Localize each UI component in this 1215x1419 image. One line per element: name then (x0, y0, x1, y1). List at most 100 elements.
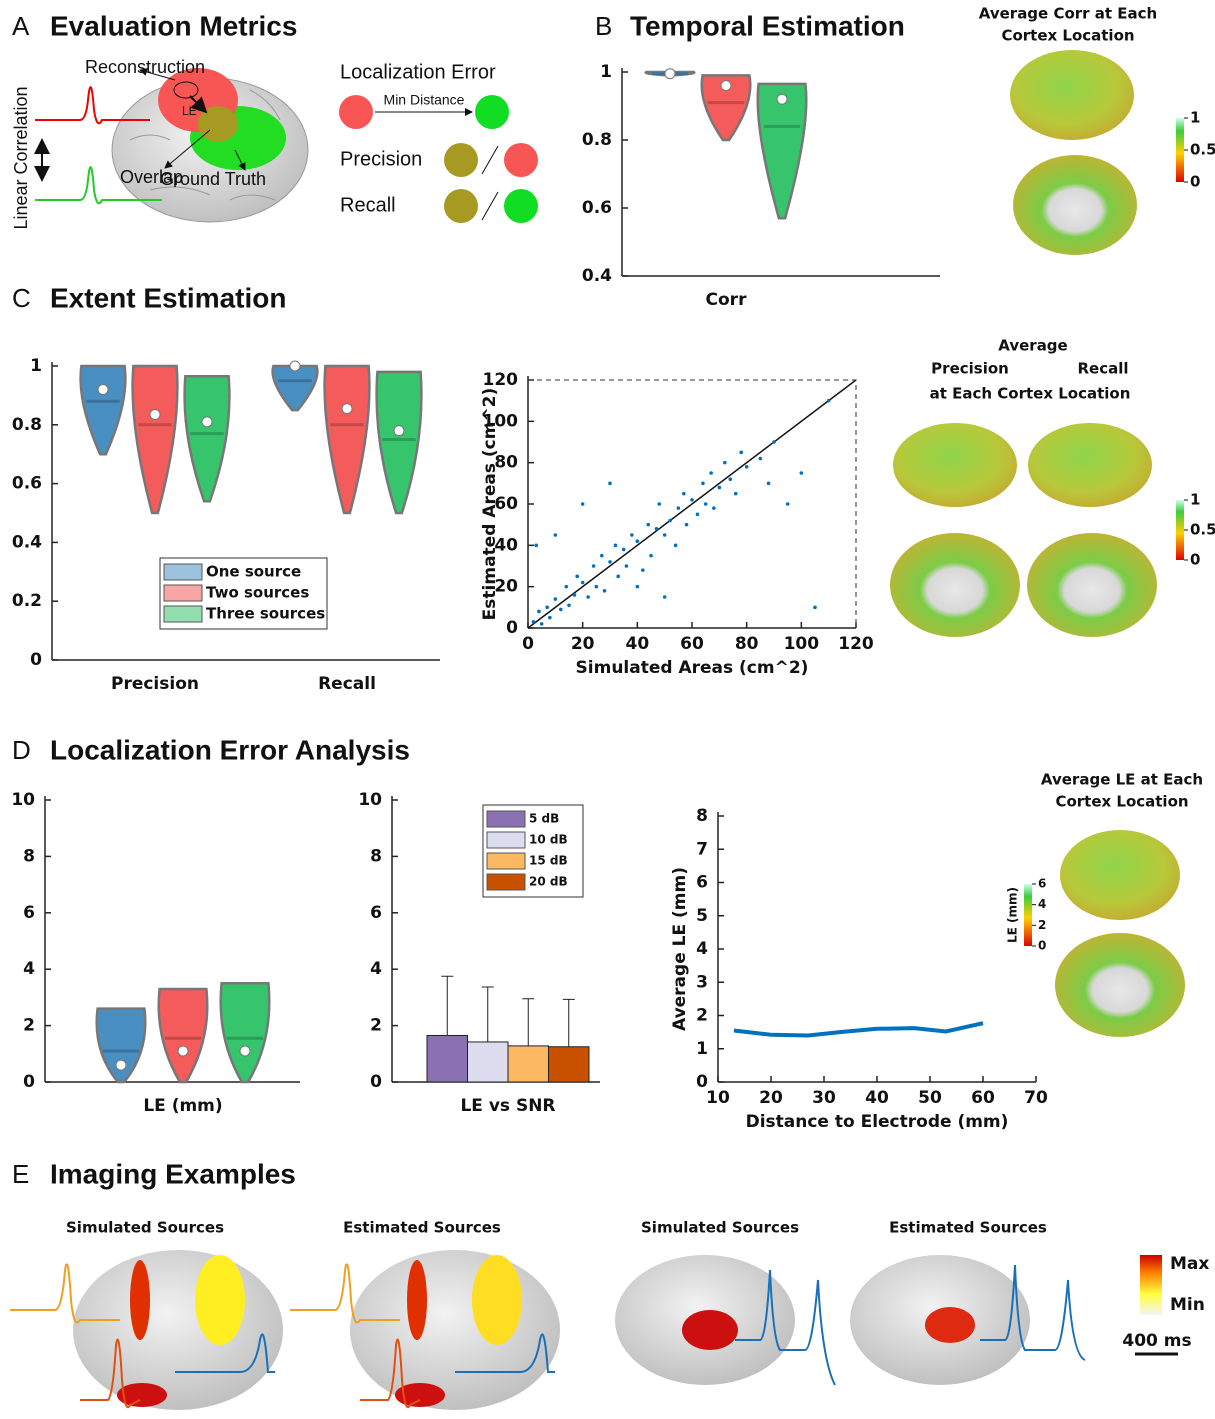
y-tick-label: 1 (30, 356, 42, 376)
x-category-label: Precision (111, 674, 199, 694)
violin (325, 366, 370, 513)
brain-map (1055, 933, 1185, 1037)
y-tick-label: 0 (370, 1072, 382, 1092)
colorbar-tick-label: 0 (1190, 551, 1200, 569)
x-axis-label: Simulated Areas (cm^2) (576, 658, 809, 678)
icon (444, 189, 478, 223)
y-tick-label: 2 (23, 1016, 35, 1036)
point (630, 533, 634, 537)
point (668, 519, 672, 523)
point (657, 502, 661, 506)
cortex-maps: Average Corr at Each Cortex Location Ave… (890, 5, 1203, 1038)
point (655, 527, 659, 531)
example-title: Simulated Sources (641, 1219, 799, 1237)
mean-dot (98, 385, 108, 395)
mean-dot (116, 1060, 126, 1070)
mean-dot (240, 1046, 250, 1056)
point (625, 564, 629, 568)
mean-dot (290, 361, 300, 371)
map-title: Precision (931, 360, 1009, 378)
point (677, 506, 681, 510)
violin (159, 989, 208, 1082)
x-category-label: Recall (318, 674, 376, 694)
panel-title: Localization Error Analysis (50, 734, 410, 765)
y-tick-label: 8 (370, 846, 382, 866)
point (616, 575, 620, 579)
colorbar (1176, 118, 1184, 182)
point (701, 482, 705, 486)
error-bar (441, 976, 453, 1035)
mean-dot (777, 94, 787, 104)
legend-label: 5 dB (529, 812, 559, 826)
bar (508, 1046, 549, 1082)
icon (339, 95, 373, 129)
colorbar-label: Min (1170, 1295, 1205, 1315)
mean-dot (394, 426, 404, 436)
panel-title: Temporal Estimation (630, 10, 905, 41)
source (195, 1255, 245, 1345)
icon (504, 143, 538, 177)
point (575, 575, 579, 579)
x-tick-label: 60 (680, 634, 704, 654)
legend-label: One source (206, 563, 301, 581)
point (767, 482, 771, 486)
point (649, 554, 653, 558)
panel-title: Extent Estimation (50, 282, 286, 313)
y-tick-label: 1 (600, 62, 612, 82)
point (712, 506, 716, 510)
map-title: Recall (1077, 360, 1128, 378)
x-tick-label: 120 (838, 634, 874, 654)
y-tick-label: 4 (696, 939, 708, 959)
x-axis-label: Distance to Electrode (mm) (746, 1112, 1009, 1132)
map-title: Average Corr at Each (979, 5, 1157, 23)
point (723, 461, 727, 465)
y-tick-label: 10 (11, 790, 35, 810)
violin (185, 376, 230, 501)
slash (482, 192, 498, 220)
y-tick-label: 10 (358, 790, 382, 810)
point (534, 544, 538, 548)
source (682, 1310, 738, 1350)
y-tick-label: 0 (23, 1072, 35, 1092)
x-tick-label: 80 (735, 634, 759, 654)
label: LE (182, 104, 197, 118)
brain (73, 1250, 283, 1410)
panel-letter: E (12, 1159, 29, 1189)
legend-swatch (487, 832, 525, 848)
point (636, 585, 640, 589)
example-title: Simulated Sources (66, 1219, 224, 1237)
x-tick-label: 50 (918, 1088, 942, 1108)
brain-map (1013, 155, 1137, 255)
y-tick-label: 0.4 (12, 532, 42, 552)
x-tick-label: 20 (759, 1088, 783, 1108)
y-axis-label: Estimated Areas (cm^2) (480, 388, 500, 621)
colorbar-tick-label: 0.5 (1190, 141, 1215, 159)
y-tick-label: 5 (696, 906, 708, 926)
y-tick-label: 0 (506, 618, 518, 638)
y-tick-label: 1 (696, 1039, 708, 1059)
y-tick-label: 0.6 (582, 198, 612, 218)
point (739, 451, 743, 455)
point (734, 492, 738, 496)
point (718, 486, 722, 490)
point (786, 502, 790, 506)
point (614, 544, 618, 548)
error-bar (563, 999, 575, 1046)
point (537, 610, 541, 614)
colorbar-label: LE (mm) (1006, 887, 1020, 943)
label: Reconstruction (85, 57, 205, 77)
scale-label: 400 ms (1122, 1331, 1191, 1351)
brain-map (1027, 533, 1157, 637)
violin (81, 366, 126, 454)
colorbar (1024, 884, 1032, 946)
mean-dot (721, 81, 731, 91)
point (592, 564, 596, 568)
x-tick-label: 100 (784, 634, 820, 654)
legend-swatch (164, 606, 202, 622)
y-tick-label: 6 (23, 903, 35, 923)
x-tick-label: 30 (812, 1088, 836, 1108)
point (772, 440, 776, 444)
point (690, 498, 694, 502)
y-tick-label: 3 (696, 972, 708, 992)
y-axis-label: Average LE (mm) (670, 867, 690, 1031)
